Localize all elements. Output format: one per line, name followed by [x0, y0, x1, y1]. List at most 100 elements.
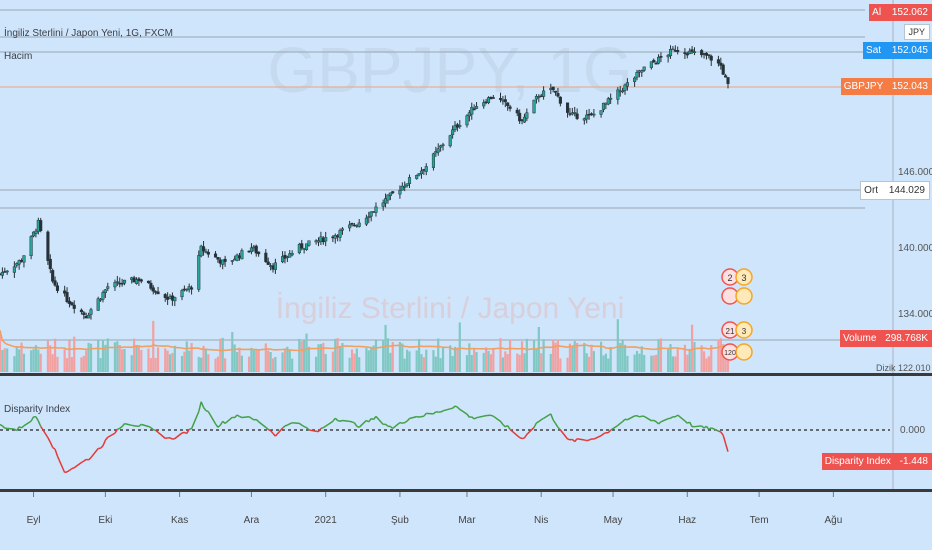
disparity-segment	[248, 416, 252, 419]
volume-bar	[650, 355, 653, 372]
volume-bar	[274, 356, 277, 372]
disparity-segment	[670, 416, 674, 419]
ask-price-tag[interactable]: Al 152.062	[869, 4, 932, 21]
volume-bar	[185, 341, 188, 372]
disparity-segment	[71, 467, 75, 470]
volume-bar	[18, 349, 21, 372]
event-badge-4[interactable]	[735, 287, 753, 305]
candle-body	[197, 255, 201, 290]
disparity-segment	[284, 424, 288, 427]
volume-tag[interactable]: Volume 298.768K	[840, 330, 932, 347]
candle-body	[403, 185, 407, 188]
volume-bar	[180, 355, 184, 372]
ask-value: 152.062	[891, 7, 928, 18]
candle-body	[724, 75, 728, 78]
volume-bar	[559, 358, 562, 372]
event-badge-2[interactable]	[735, 268, 753, 286]
candle-body	[190, 287, 194, 290]
candle-body	[649, 61, 653, 68]
volume-bar	[13, 356, 16, 372]
volume-bar	[422, 357, 425, 372]
volume-bar	[101, 339, 105, 372]
volume-bar	[674, 356, 677, 372]
event-badges[interactable]: 2 3 21 3 120	[721, 268, 753, 361]
volume-bar	[240, 355, 243, 372]
disparity-segment	[40, 425, 49, 439]
time-axis-label: Tem	[750, 515, 769, 526]
volume-bar	[118, 345, 121, 372]
candle-body	[525, 112, 529, 119]
volume-bar	[391, 341, 394, 372]
volume-bar	[599, 341, 603, 372]
volume-bar	[568, 343, 572, 372]
volume-bar	[432, 350, 435, 372]
disparity-segment	[643, 415, 652, 422]
volume-bar	[700, 345, 703, 372]
candle-body	[202, 246, 206, 252]
candle-body	[106, 286, 110, 289]
volume-bar	[137, 346, 140, 372]
disparity-segment	[552, 419, 557, 424]
candle-body	[400, 185, 404, 191]
disparity-segment	[234, 414, 238, 419]
candle-body	[482, 102, 486, 107]
candle-body	[419, 170, 424, 175]
disparity-segment	[172, 437, 175, 440]
last-price-tag[interactable]: GBPJPY 152.043	[840, 78, 932, 95]
candlestick-series	[0, 45, 730, 320]
candle-body	[29, 236, 33, 257]
volume-bar	[152, 320, 155, 372]
candle-body	[518, 112, 522, 122]
candle-body	[522, 116, 526, 123]
ask-label: Al	[872, 7, 882, 18]
volume-bar	[707, 356, 710, 372]
disparity-segment	[502, 423, 506, 428]
volume-bar	[365, 348, 368, 372]
candle-body	[146, 280, 151, 284]
disparity-segment	[610, 424, 619, 431]
volume-bar	[540, 353, 543, 372]
volume-tag-label: Volume	[843, 333, 877, 344]
avg-price-tag[interactable]: Ort 144.029	[860, 181, 930, 200]
disparity-segment	[356, 425, 360, 428]
volume-bar	[353, 353, 356, 372]
volume-bar	[348, 357, 351, 372]
volume-bar	[219, 338, 222, 372]
disparity-segment	[298, 422, 303, 426]
candle-body	[692, 51, 697, 54]
candle-body	[407, 177, 412, 184]
disparity-tag[interactable]: Disparity Index -1.448	[821, 453, 932, 470]
disparity-segment	[119, 425, 123, 429]
candle-body	[441, 144, 445, 147]
candle-body	[465, 115, 469, 126]
event-badge-6[interactable]	[735, 321, 753, 339]
volume-bar	[133, 338, 136, 372]
candle-body	[491, 97, 495, 99]
bid-price-tag[interactable]: Sat 152.045	[863, 42, 932, 59]
candle-body	[0, 272, 4, 276]
volume-bar	[688, 348, 691, 372]
volume-bar	[324, 353, 327, 372]
event-badge-8[interactable]	[735, 343, 753, 361]
volume-bar	[350, 349, 354, 372]
candle-body	[623, 84, 627, 91]
bid-label: Sat	[866, 45, 882, 56]
volume-bar	[149, 358, 152, 372]
watermark-symbol: GBPJPY, 1G	[267, 34, 632, 106]
disparity-segment	[536, 420, 540, 424]
disparity-segment	[490, 414, 494, 417]
disparity-segment	[452, 405, 456, 409]
disparity-segment	[148, 425, 152, 429]
candle-body	[599, 110, 603, 115]
disparity-segment	[574, 438, 578, 443]
candle-body	[96, 298, 100, 311]
volume-bar	[465, 355, 469, 372]
disparity-segment	[404, 420, 408, 424]
candle-body	[642, 66, 646, 71]
candle-body	[582, 118, 586, 121]
volume-bar	[470, 354, 473, 372]
volume-bar	[281, 352, 284, 372]
disparity-segment	[684, 420, 688, 424]
disparity-segment	[636, 415, 640, 418]
